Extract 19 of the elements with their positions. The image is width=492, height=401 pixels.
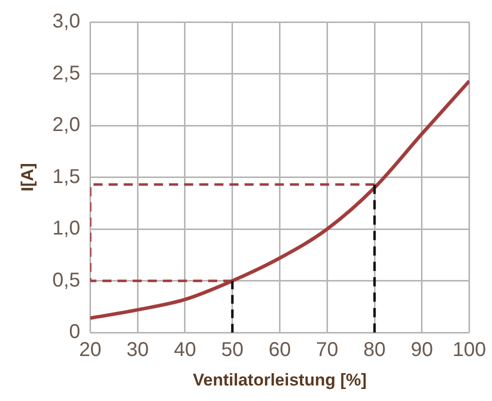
x-axis-title: Ventilatorleistung [%] (192, 370, 367, 390)
y-tick-label: 3,0 (52, 10, 80, 33)
y-tick-label: 0 (69, 321, 80, 344)
y-tick-label: 1,5 (52, 166, 80, 188)
x-tick-label: 70 (316, 339, 338, 362)
x-tick-label: 80 (363, 339, 386, 362)
x-tick-label: 60 (268, 339, 291, 362)
y-tick-label: 0,5 (52, 269, 80, 292)
x-tick-label: 100 (452, 339, 486, 362)
y-tick-label: 2,0 (52, 114, 80, 136)
line-series (90, 79, 470, 320)
x-tick-label: 20 (79, 339, 102, 362)
y-tick-label: 2,5 (52, 62, 80, 84)
x-tick-label: 50 (221, 339, 244, 362)
x-tick-label: 40 (174, 339, 196, 362)
y-tick-label: 1,0 (52, 218, 80, 240)
y-axis-title: I[A] (18, 163, 37, 192)
x-tick-label: 90 (410, 339, 434, 362)
x-tick-label: 30 (126, 339, 149, 362)
